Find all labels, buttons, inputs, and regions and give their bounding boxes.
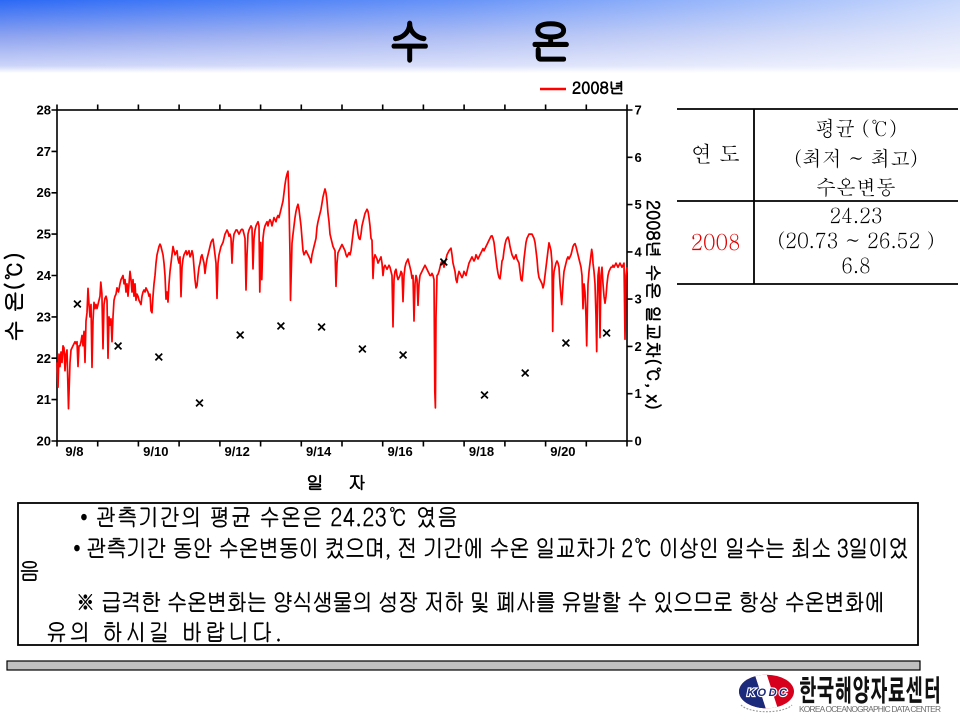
svg-text:24: 24 xyxy=(37,268,52,283)
svg-text:23: 23 xyxy=(37,309,51,324)
svg-text:5: 5 xyxy=(635,197,642,212)
svg-text:28: 28 xyxy=(37,103,51,118)
svg-text:25: 25 xyxy=(37,227,51,242)
svg-text:9/16: 9/16 xyxy=(387,444,412,459)
svg-text:20: 20 xyxy=(37,434,51,449)
svg-text:3: 3 xyxy=(635,292,642,307)
svg-text:27: 27 xyxy=(37,144,51,159)
svg-text:26: 26 xyxy=(37,185,51,200)
svg-text:9/20: 9/20 xyxy=(550,444,575,459)
svg-text:9/10: 9/10 xyxy=(143,444,168,459)
svg-text:6: 6 xyxy=(635,150,642,165)
svg-text:2: 2 xyxy=(635,339,642,354)
svg-text:21: 21 xyxy=(37,392,51,407)
svg-text:22: 22 xyxy=(37,351,51,366)
svg-text:7: 7 xyxy=(635,103,642,118)
svg-text:0: 0 xyxy=(635,434,642,449)
svg-text:9/8: 9/8 xyxy=(65,444,83,459)
svg-text:1: 1 xyxy=(635,386,642,401)
svg-text:9/18: 9/18 xyxy=(469,444,494,459)
svg-text:4: 4 xyxy=(635,244,643,259)
svg-text:9/12: 9/12 xyxy=(225,444,250,459)
svg-text:9/14: 9/14 xyxy=(306,444,332,459)
svg-text:KOREA OCEANOGRAPHIC DATA CENTE: KOREA OCEANOGRAPHIC DATA CENTER xyxy=(799,704,941,714)
